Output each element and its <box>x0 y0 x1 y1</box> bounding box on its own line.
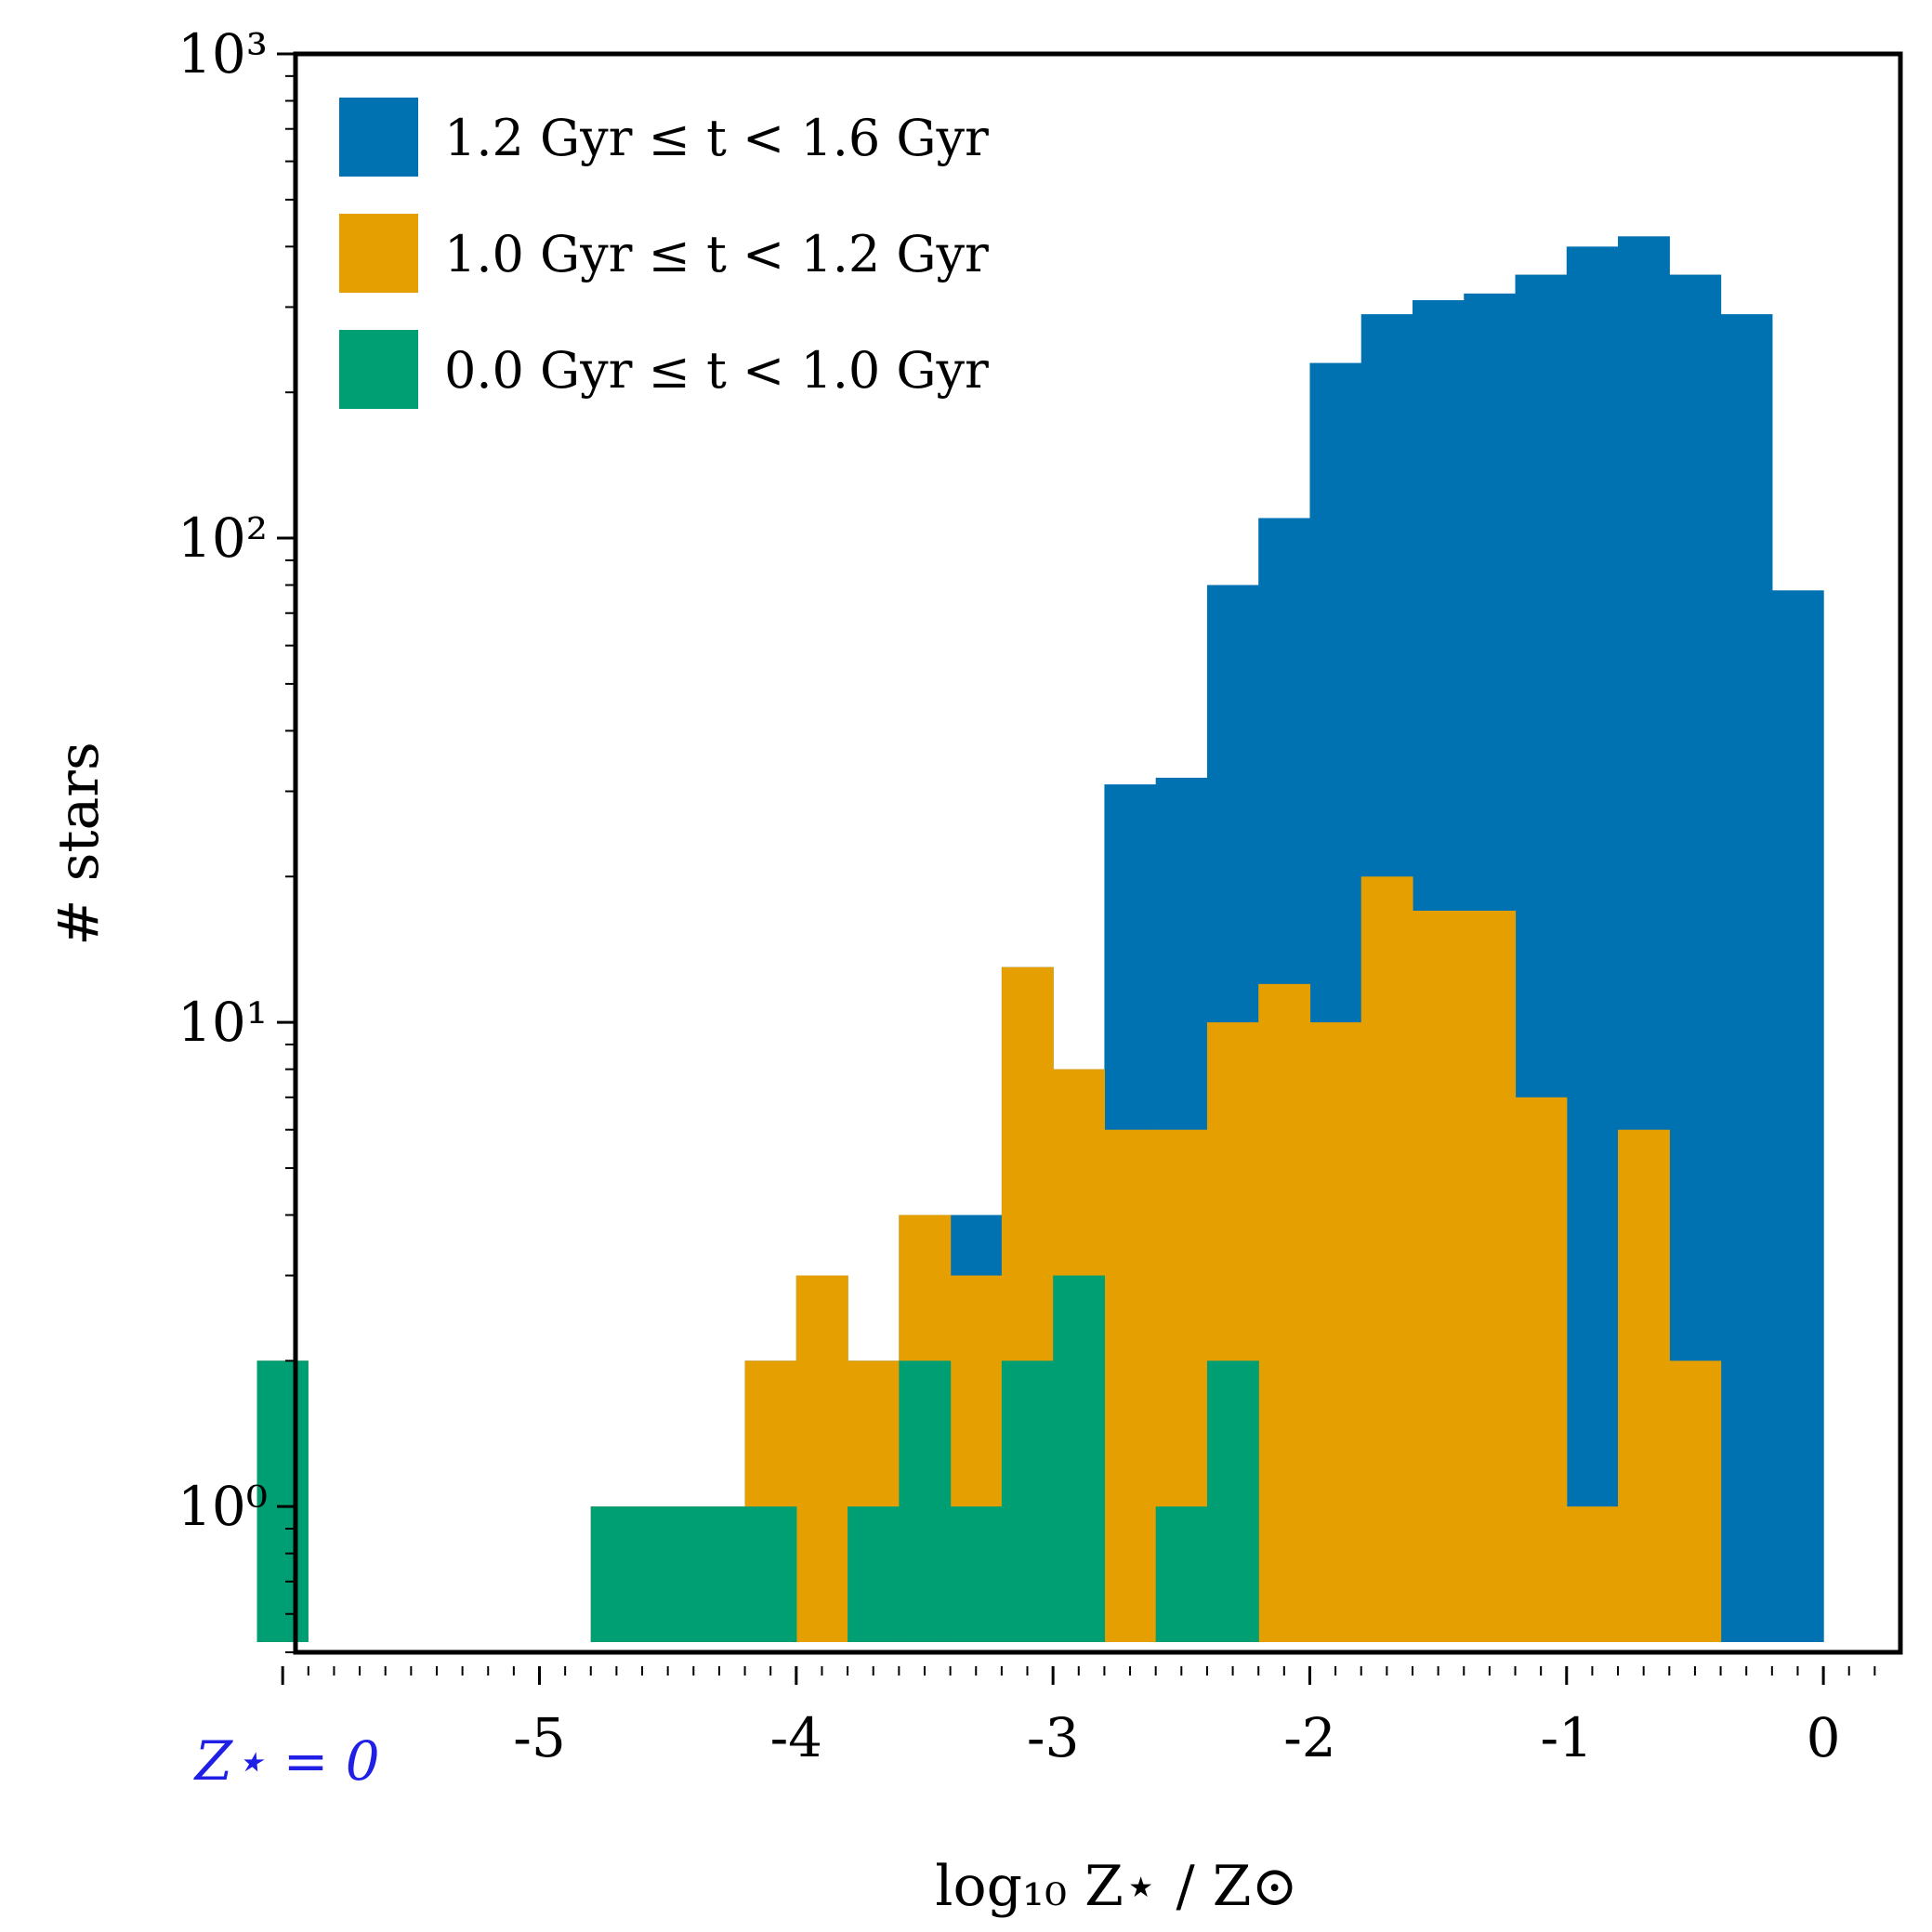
legend-swatch <box>339 98 418 177</box>
bar <box>1566 246 1619 1642</box>
bar <box>1155 1506 1208 1642</box>
bar <box>1412 911 1465 1642</box>
legend-label: 1.2 Gyr ≤ t < 1.6 Gyr <box>444 109 989 167</box>
legend-entry: 1.0 Gyr ≤ t < 1.2 Gyr <box>339 214 989 293</box>
bar <box>642 1506 694 1642</box>
legend-label: 0.0 Gyr ≤ t < 1.0 Gyr <box>444 341 989 400</box>
bar <box>590 1506 643 1642</box>
histogram-bars <box>256 236 1824 1643</box>
bar <box>1309 1022 1362 1642</box>
x-tick-label: -2 <box>1283 1706 1336 1769</box>
x-tick-label: -5 <box>513 1706 566 1769</box>
zero-bin-label: Z⋆ = 0 <box>193 1729 380 1793</box>
legend-label: 1.0 Gyr ≤ t < 1.2 Gyr <box>444 225 989 283</box>
y-axis-ticks: 10⁰ 10¹ 10² 10³ <box>177 22 296 1653</box>
legend-entry: 1.2 Gyr ≤ t < 1.6 Gyr <box>339 98 989 177</box>
bar <box>1001 1360 1054 1642</box>
bar <box>1053 1275 1106 1642</box>
bar <box>1206 1360 1259 1642</box>
bar <box>1618 1129 1670 1642</box>
bar <box>950 1506 1003 1642</box>
plot-frame <box>293 51 1903 1655</box>
bar <box>899 1360 952 1642</box>
bar <box>848 1506 900 1642</box>
x-tick-label: -1 <box>1541 1706 1594 1769</box>
bar <box>1360 876 1413 1642</box>
bar <box>693 1506 746 1642</box>
bar <box>1258 983 1311 1642</box>
bar <box>1566 1506 1619 1642</box>
bar <box>1515 1097 1568 1642</box>
legend: 1.2 Gyr ≤ t < 1.6 Gyr 1.0 Gyr ≤ t < 1.2 G… <box>339 98 989 409</box>
series-3-bars <box>256 1275 1259 1642</box>
legend-swatch <box>339 330 418 409</box>
bar <box>795 1275 848 1642</box>
bar <box>1771 590 1824 1642</box>
x-tick-label: 0 <box>1807 1706 1841 1769</box>
y-tick-label: 10² <box>177 506 268 570</box>
y-tick-label: 10⁰ <box>177 1475 268 1538</box>
y-tick-label: 10³ <box>177 22 268 85</box>
x-axis-label: log₁₀ Z⋆ / Z⊙ <box>935 1854 1297 1919</box>
bar <box>1104 1129 1157 1642</box>
x-tick-label: -4 <box>770 1706 823 1769</box>
legend-swatch <box>339 214 418 293</box>
y-tick-label: 10¹ <box>177 991 268 1054</box>
bar <box>744 1506 797 1642</box>
x-axis-ticks: -5 -4 -3 -2 -1 0 <box>281 1666 1876 1769</box>
y-axis-label: # stars <box>46 742 112 946</box>
legend-entry: 0.0 Gyr ≤ t < 1.0 Gyr <box>339 330 989 409</box>
zero-bin-bar <box>256 1360 309 1642</box>
bar <box>1464 911 1517 1642</box>
bar <box>1720 314 1773 1643</box>
x-tick-label: -3 <box>1027 1706 1080 1769</box>
bar <box>1669 1360 1722 1642</box>
